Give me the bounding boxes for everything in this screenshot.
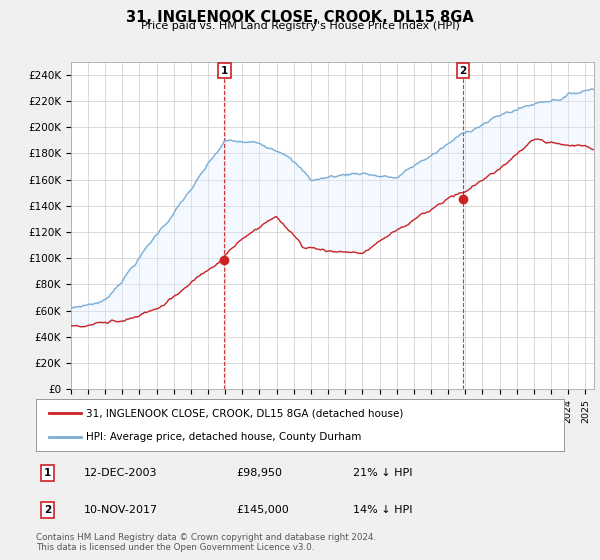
Text: 14% ↓ HPI: 14% ↓ HPI [353,505,412,515]
Text: HPI: Average price, detached house, County Durham: HPI: Average price, detached house, Coun… [86,432,362,442]
Text: Price paid vs. HM Land Registry's House Price Index (HPI): Price paid vs. HM Land Registry's House … [140,21,460,31]
Text: Contains HM Land Registry data © Crown copyright and database right 2024.
This d: Contains HM Land Registry data © Crown c… [36,533,376,552]
Text: 31, INGLENOOK CLOSE, CROOK, DL15 8GA (detached house): 31, INGLENOOK CLOSE, CROOK, DL15 8GA (de… [86,408,404,418]
Text: 2: 2 [44,505,51,515]
Text: 21% ↓ HPI: 21% ↓ HPI [353,468,412,478]
Text: £98,950: £98,950 [236,468,283,478]
Text: 2: 2 [459,66,466,76]
Text: 1: 1 [221,66,228,76]
Text: 1: 1 [44,468,51,478]
Text: 10-NOV-2017: 10-NOV-2017 [83,505,158,515]
Text: 31, INGLENOOK CLOSE, CROOK, DL15 8GA: 31, INGLENOOK CLOSE, CROOK, DL15 8GA [126,10,474,25]
Text: 12-DEC-2003: 12-DEC-2003 [83,468,157,478]
Text: £145,000: £145,000 [236,505,289,515]
